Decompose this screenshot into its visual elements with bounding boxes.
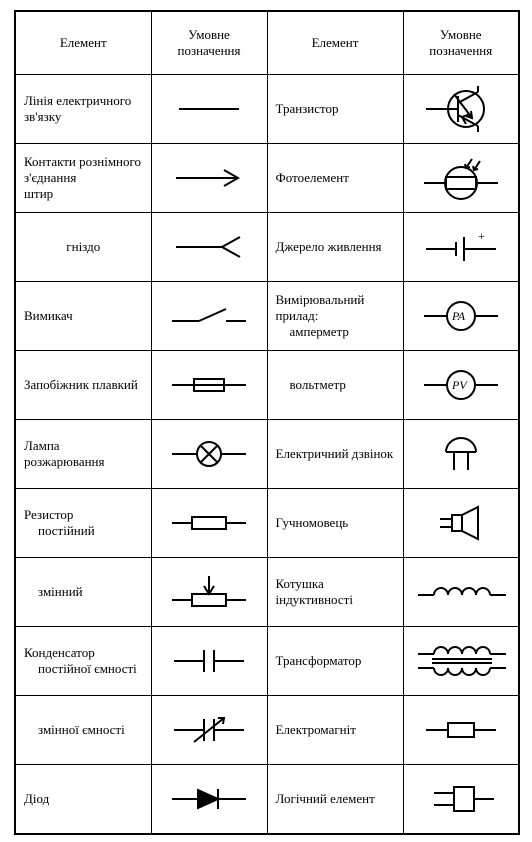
label-power-source: Джерело живлення [267,213,403,282]
electromagnet-icon [403,696,519,765]
label-ammeter: Вимірювальний прилад:амперметр [267,282,403,351]
speaker-icon [403,489,519,558]
label-transistor: Транзистор [267,75,403,144]
photo-element-icon [403,144,519,213]
lamp-icon [151,420,267,489]
table-row: гніздо Джерело живлення + [15,213,519,282]
svg-text:PA: PA [451,309,466,323]
label-connector-socket: гніздо [15,213,151,282]
variable-resistor-icon [151,558,267,627]
table-row: Запобіжник плавкий вольтметр PV [15,351,519,420]
resistor-icon [151,489,267,558]
label-diode: Діод [15,765,151,835]
table-row: змінний Котушка індуктивності [15,558,519,627]
label-switch: Вимикач [15,282,151,351]
table-row: Діод Логічний елемент [15,765,519,835]
table-row: Вимикач Вимірювальний прилад:амперметр PA [15,282,519,351]
table-header-row: Елемент Умовне позначення Елемент Умовне… [15,11,519,75]
label-photo-element: Фотоелемент [267,144,403,213]
label-transformer: Трансформатор [267,627,403,696]
table-row: Резисторпостійний Гучномовець [15,489,519,558]
label-speaker: Гучномовець [267,489,403,558]
table-row: змінної ємності Електромагніт [15,696,519,765]
ammeter-icon: PA [403,282,519,351]
table-row: Лампа розжарювання Електричний дзвінок [15,420,519,489]
connector-pin-arrow-icon [151,144,267,213]
diode-icon [151,765,267,835]
power-source-icon: + [403,213,519,282]
logic-element-icon [403,765,519,835]
transistor-icon [403,75,519,144]
svg-text:+: + [478,229,485,243]
label-electromagnet: Електромагніт [267,696,403,765]
table-row: Контакти рознімного з'єднання штир Фотоел… [15,144,519,213]
variable-capacitor-icon [151,696,267,765]
inductor-icon [403,558,519,627]
label-voltmeter: вольтметр [267,351,403,420]
label-variable-capacitor: змінної ємності [15,696,151,765]
header-element-left: Елемент [15,11,151,75]
fuse-icon [151,351,267,420]
svg-text:PV: PV [451,378,468,392]
label-resistor: Резисторпостійний [15,489,151,558]
label-connector-pin-arrow: Контакти рознімного з'єднання штир [15,144,151,213]
header-symbol-right: Умовне позначення [403,11,519,75]
label-logic-element: Логічний елемент [267,765,403,835]
header-symbol-left: Умовне позначення [151,11,267,75]
connector-socket-icon [151,213,267,282]
label-variable-resistor: змінний [15,558,151,627]
label-inductor: Котушка індуктивності [267,558,403,627]
label-capacitor: Конденсаторпостійної ємності [15,627,151,696]
table-row: Лінія електричного зв'язку Транзистор [15,75,519,144]
bell-icon [403,420,519,489]
header-element-right: Елемент [267,11,403,75]
transformer-icon [403,627,519,696]
label-wire-line: Лінія електричного зв'язку [15,75,151,144]
label-bell: Електричний дзвінок [267,420,403,489]
wire-line-icon [151,75,267,144]
switch-icon [151,282,267,351]
table-row: Конденсаторпостійної ємності Трансформато… [15,627,519,696]
capacitor-icon [151,627,267,696]
label-fuse: Запобіжник плавкий [15,351,151,420]
circuit-symbols-table: Елемент Умовне позначення Елемент Умовне… [14,10,520,835]
voltmeter-icon: PV [403,351,519,420]
label-lamp: Лампа розжарювання [15,420,151,489]
